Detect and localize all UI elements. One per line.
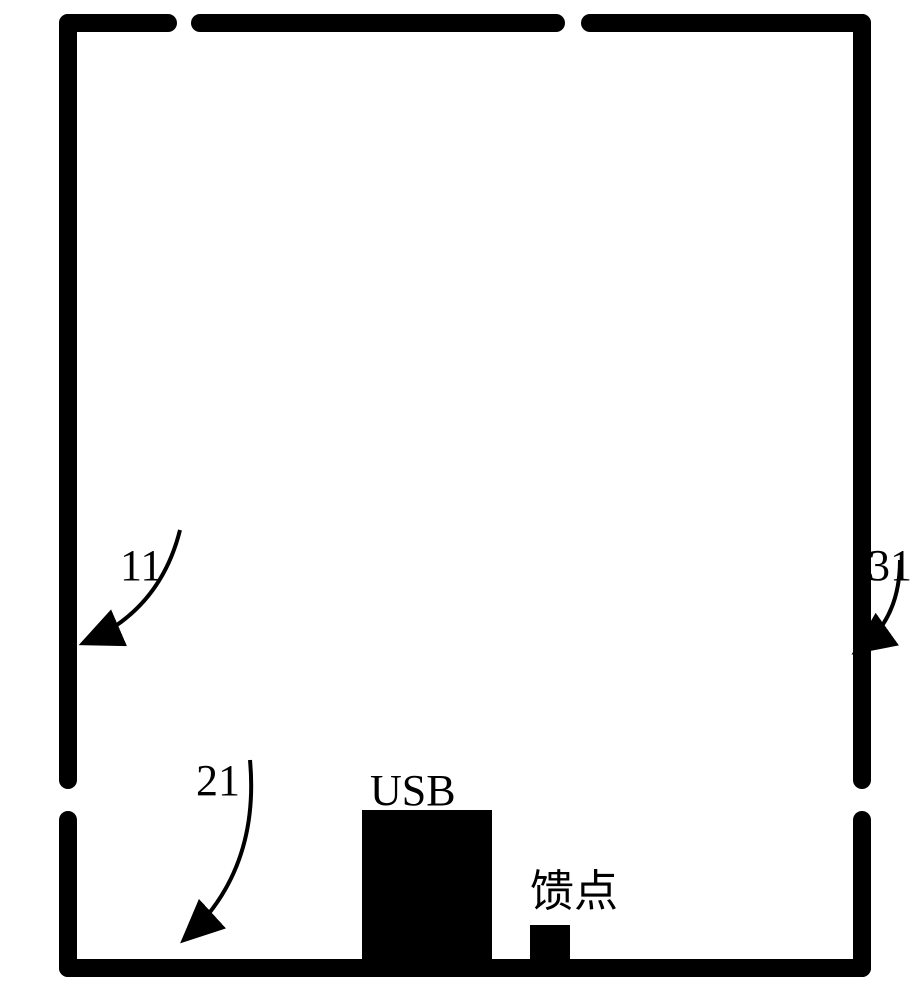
callout-label-11: 11	[120, 540, 162, 591]
usb-port-block	[362, 810, 492, 960]
usb-label: USB	[370, 765, 456, 816]
feed-point-label: 馈点	[530, 855, 618, 919]
callout-label-31: 31	[868, 540, 912, 591]
antenna-schematic: USB 馈点 11 31 21	[0, 0, 918, 982]
callout-label-21: 21	[196, 755, 240, 806]
feed-point-block	[530, 925, 570, 960]
